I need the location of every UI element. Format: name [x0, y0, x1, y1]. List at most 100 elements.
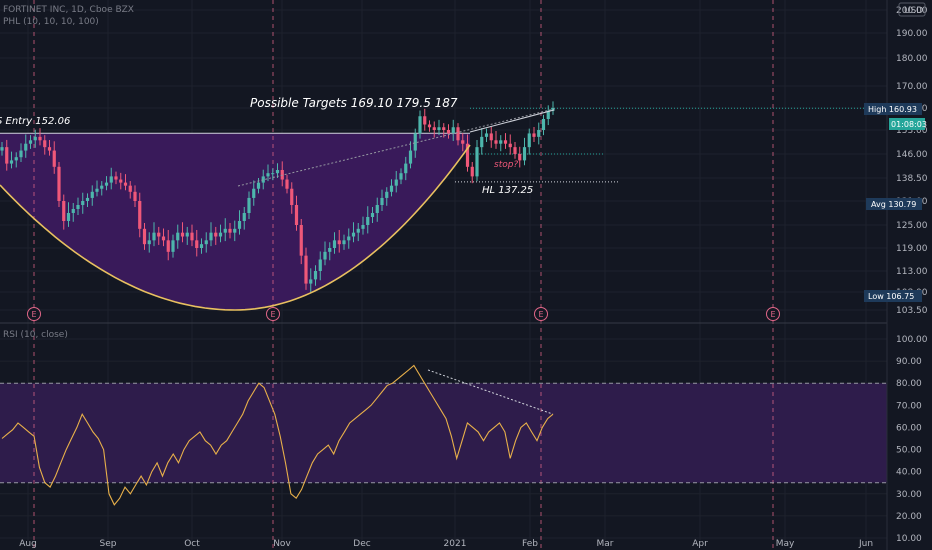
- candle-body-101: [480, 136, 484, 148]
- candle-body-73: [347, 236, 351, 241]
- candle-body-30: [142, 228, 147, 245]
- candle-body-57: [271, 173, 275, 175]
- candle-body-44: [209, 232, 213, 241]
- currency-badge[interactable]: USD: [898, 2, 926, 17]
- event-marker-label-3: E: [770, 310, 775, 319]
- candle-body-46: [218, 232, 223, 237]
- indicator-label: PHL (10, 10, 10, 100): [3, 17, 99, 27]
- candle-body-43: [204, 240, 208, 245]
- candle-body-39: [185, 232, 189, 237]
- candle-body-90: [427, 124, 432, 128]
- time-tick-3: Nov: [273, 539, 291, 549]
- candle-body-80: [380, 197, 384, 205]
- candle-body-107: [508, 143, 512, 148]
- candle-body-28: [133, 191, 137, 201]
- current-price-tag: 01:08:03: [889, 118, 927, 130]
- candle-body-83: [394, 179, 398, 186]
- candle-body-94: [446, 130, 451, 134]
- candle-body-76: [361, 225, 365, 229]
- candle-body-42: [199, 244, 204, 248]
- candle-body-15: [71, 209, 75, 213]
- candle-body-20: [95, 188, 99, 192]
- hl-annotation: HL 137.25: [482, 185, 533, 196]
- trend-lines: [237, 108, 555, 415]
- candle-body-65: [309, 279, 313, 284]
- time-axis[interactable]: Aug Sep Oct Nov Dec 2021 Feb Mar Apr May Jun: [19, 539, 873, 549]
- candle-body-70: [332, 240, 337, 248]
- candle-body-47: [223, 228, 227, 233]
- candle-body-1: [5, 147, 9, 164]
- time-tick-8: Apr: [692, 539, 708, 549]
- rsi-line: [1, 364, 554, 506]
- candle-body-3: [14, 157, 18, 161]
- candle-body-103: [489, 133, 493, 141]
- candlestick-series: [0, 101, 555, 293]
- rsi-tick-3: 40.00: [896, 468, 922, 478]
- upper-channel-line: [469, 109, 555, 133]
- time-tick-5: 2021: [444, 539, 467, 549]
- rsi-tick-1: 20.00: [896, 512, 922, 522]
- candle-body-25: [119, 179, 123, 183]
- rsi-tick-8: 90.00: [896, 357, 922, 367]
- time-tick-2: Oct: [184, 539, 200, 549]
- event-marker-circle-2: [534, 307, 548, 321]
- price-tick-12: 190.00: [896, 29, 928, 39]
- candle-body-21: [100, 185, 104, 189]
- time-tick-1: Sep: [100, 539, 117, 549]
- low-tag-label: Low 106.75: [868, 292, 914, 301]
- time-tick-6: Feb: [522, 539, 538, 549]
- candle-body-34: [161, 236, 166, 241]
- candle-body-6: [28, 140, 33, 144]
- candle-body-11: [52, 150, 56, 167]
- candle-body-99: [470, 166, 474, 177]
- candle-body-36: [171, 240, 175, 252]
- candle-body-66: [313, 271, 318, 280]
- candle-body-49: [233, 228, 237, 233]
- currency-label: USD: [904, 6, 923, 16]
- price-tick-11: 180.00: [896, 54, 928, 64]
- candle-body-37: [176, 232, 180, 241]
- price-tick-10: 170.00: [896, 82, 928, 92]
- candle-body-17: [81, 201, 85, 205]
- candle-body-114: [541, 119, 546, 130]
- candle-body-2: [9, 160, 14, 164]
- price-tick-8: 153.00: [896, 126, 928, 136]
- rsi-axis[interactable]: 10.00 20.00 30.00 40.00 50.00 60.00 70.00 80.00…: [896, 335, 928, 544]
- candle-body-61: [290, 188, 294, 205]
- current-tag-bg: [889, 118, 925, 130]
- event-marker-label-1: E: [270, 310, 275, 319]
- candle-body-40: [190, 232, 194, 241]
- candle-body-35: [166, 240, 170, 252]
- candle-body-50: [237, 221, 242, 229]
- candle-body-63: [299, 225, 303, 256]
- candle-body-111: [527, 133, 531, 148]
- rsi-tick-4: 50.00: [896, 446, 922, 456]
- candle-body-72: [342, 240, 346, 245]
- time-tick-10: Jun: [858, 539, 873, 549]
- candle-body-89: [423, 116, 427, 125]
- price-tick-0: 103.50: [896, 306, 928, 316]
- candle-body-85: [404, 163, 408, 174]
- candle-body-4: [19, 150, 23, 158]
- candle-body-51: [242, 213, 246, 221]
- candle-body-5: [24, 143, 28, 151]
- candle-body-100: [475, 147, 479, 177]
- candle-body-102: [484, 133, 489, 137]
- candle-body-12: [57, 166, 61, 201]
- candle-body-79: [375, 205, 379, 213]
- rsi-tick-5: 60.00: [896, 423, 922, 433]
- candle-body-115: [546, 110, 550, 119]
- candle-body-7: [33, 136, 37, 141]
- time-tick-9: May: [776, 539, 795, 549]
- low-price-tag: Low 106.75: [864, 290, 922, 302]
- candle-body-8: [38, 136, 42, 141]
- rsi-tick-6: 70.00: [896, 401, 922, 411]
- high-tag-bg: [864, 103, 922, 115]
- candle-body-97: [461, 140, 465, 144]
- price-tick-2: 113.00: [896, 267, 928, 277]
- candle-body-16: [76, 205, 80, 209]
- candle-body-18: [85, 197, 90, 201]
- candle-body-38: [180, 232, 185, 237]
